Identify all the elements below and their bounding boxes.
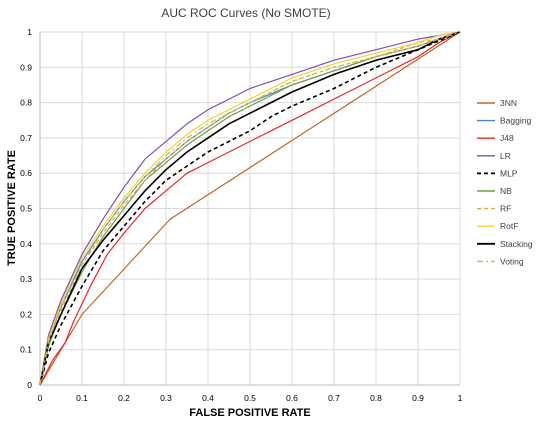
y-tick-label: 1 — [27, 27, 32, 37]
series-line-3nn — [39, 31, 461, 386]
y-axis-title: TRUE POSITIVE RATE — [6, 150, 18, 266]
x-tick-label: 0.9 — [412, 393, 424, 403]
x-tick-label: 0.4 — [202, 393, 214, 403]
x-tick-label: 1 — [458, 393, 463, 403]
legend-label: 3NN — [500, 98, 517, 108]
legend-label: LR — [500, 151, 511, 161]
grid — [39, 31, 461, 386]
legend-label: RotF — [500, 221, 518, 231]
x-tick-label: 0.8 — [370, 393, 382, 403]
x-tick-label: 0.5 — [244, 393, 256, 403]
y-axis: 0 0.1 0.2 0.3 0.4 0.5 0.6 0.7 0.8 0.9 1 — [20, 27, 32, 390]
legend-label: NB — [500, 186, 512, 196]
y-tick-label: 0.2 — [20, 309, 32, 319]
series-line-rotf — [39, 31, 461, 386]
legend-label: Stacking — [500, 239, 533, 249]
x-tick-label: 0.3 — [160, 393, 172, 403]
x-tick-label: 0.7 — [328, 393, 340, 403]
y-tick-label: 0.3 — [20, 274, 32, 284]
y-tick-label: 0.4 — [20, 239, 32, 249]
series-line-lr — [39, 31, 461, 386]
x-axis: 0 0.1 0.2 0.3 0.4 0.5 0.6 0.7 0.8 0.9 1 — [38, 393, 463, 403]
series-line-j48 — [39, 31, 461, 386]
y-tick-label: 0.8 — [20, 98, 32, 108]
x-tick-label: 0.1 — [76, 393, 88, 403]
y-tick-label: 0.6 — [20, 168, 32, 178]
x-tick-label: 0 — [38, 393, 43, 403]
y-tick-label: 0.9 — [20, 62, 32, 72]
y-tick-label: 0.5 — [20, 204, 32, 214]
chart-title: AUC ROC Curves (No SMOTE) — [161, 6, 330, 20]
legend-label: Voting — [500, 256, 524, 266]
legend-label: MLP — [500, 168, 518, 178]
y-tick-label: 0.1 — [20, 345, 32, 355]
legend-label: RF — [500, 204, 511, 214]
plot-area — [39, 31, 461, 386]
legend: 3NN Bagging J48 LR MLP NB RF RotF Stacking Voting — [477, 98, 533, 266]
series-line-voting — [39, 31, 461, 386]
y-tick-label: 0 — [27, 380, 32, 390]
series-line-mlp — [39, 31, 461, 386]
series-line-stacking — [39, 31, 461, 386]
x-axis-title: FALSE POSITIVE RATE — [189, 407, 310, 419]
legend-label: J48 — [500, 133, 514, 143]
x-tick-label: 0.2 — [118, 393, 130, 403]
x-tick-label: 0.6 — [286, 393, 298, 403]
legend-label: Bagging — [500, 116, 531, 126]
y-tick-label: 0.7 — [20, 133, 32, 143]
